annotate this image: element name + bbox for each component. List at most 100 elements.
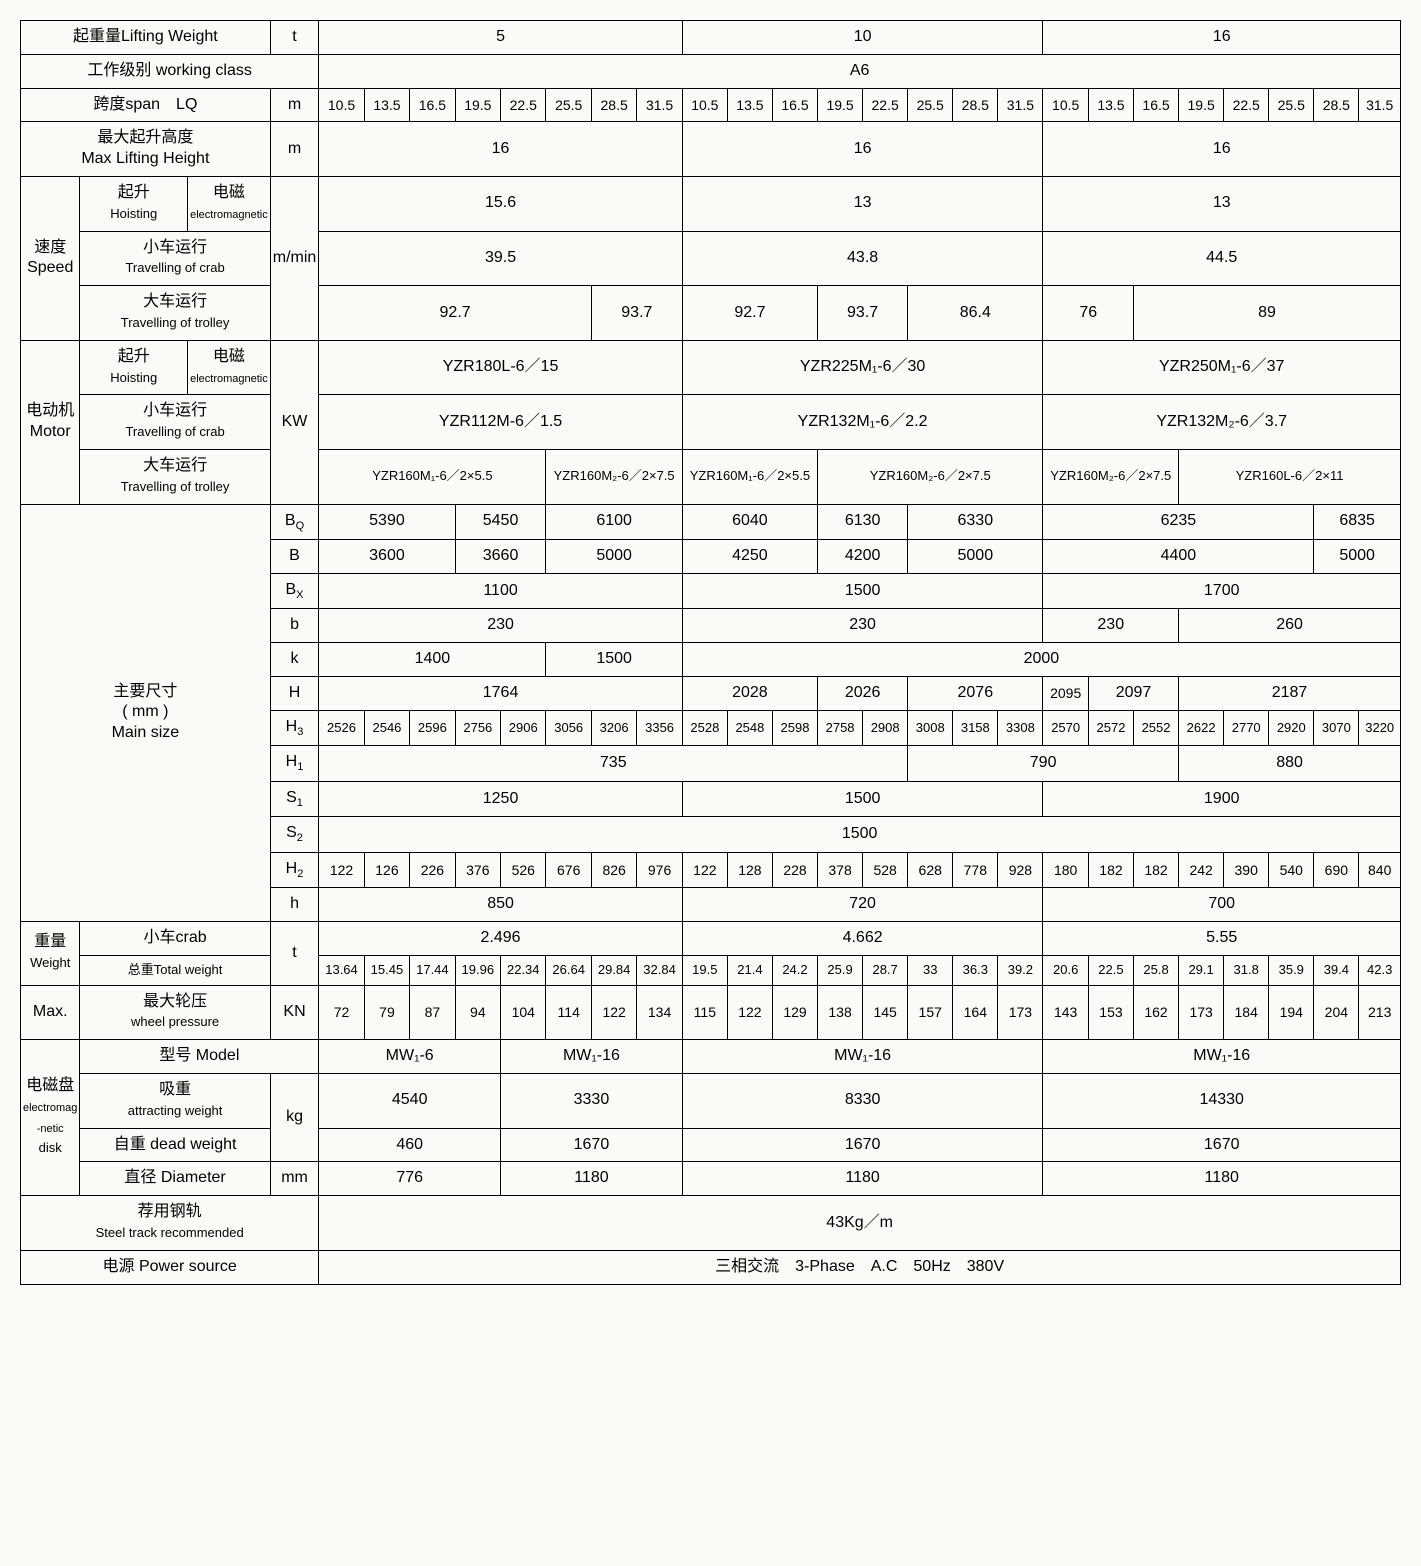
h3-11: 2758 (818, 710, 863, 745)
bq-2: 6100 (546, 504, 682, 539)
h3-18: 2552 (1134, 710, 1179, 745)
span-18: 16.5 (1134, 88, 1179, 122)
crane-spec-table: 起重量Lifting Weight t 5 10 16 工作级别 working… (20, 20, 1401, 1285)
wh-1: 79 (364, 985, 409, 1040)
emdisk-cn: 电磁盘 (26, 1077, 74, 1094)
h2-9: 128 (727, 852, 772, 887)
wh-13: 157 (908, 985, 953, 1040)
h3-19: 2622 (1179, 710, 1224, 745)
mainsize-cn: 主要尺寸 (113, 683, 177, 700)
label-crab: 小车运行 Travelling of crab (80, 231, 270, 286)
maxlift-16: 16 (1043, 122, 1401, 177)
tot-1: 15.45 (364, 955, 409, 985)
track-en: Steel track recommended (96, 1225, 244, 1240)
dia-5b: 1180 (501, 1162, 683, 1196)
h1-a: 735 (319, 746, 908, 781)
b-4: 4200 (818, 540, 908, 574)
crabspeed-10: 43.8 (682, 231, 1043, 286)
mainsize-mm: ( mm ) (122, 703, 168, 720)
tot-7: 32.84 (637, 955, 682, 985)
unit-t: t (270, 21, 319, 55)
b-1: 3660 (455, 540, 546, 574)
label-main-size: 主要尺寸 ( mm ) Main size (21, 504, 271, 921)
label-speed: 速度 Speed (21, 176, 80, 340)
h3-3: 2756 (455, 710, 500, 745)
bq-3: 6040 (682, 504, 817, 539)
model-10: MW₁-16 (682, 1040, 1043, 1074)
crab-cn: 小车运行 (143, 239, 207, 256)
span-21: 25.5 (1269, 88, 1314, 122)
k-rest: 2000 (682, 643, 1400, 677)
s1-2: 1900 (1043, 781, 1401, 816)
attract-10: 8330 (682, 1074, 1043, 1129)
h2-1: 126 (364, 852, 409, 887)
s1-1: 1500 (682, 781, 1043, 816)
val-lw-5: 5 (319, 21, 683, 55)
h2-22: 690 (1314, 852, 1359, 887)
h3-21: 2920 (1269, 710, 1314, 745)
tot-13: 33 (908, 955, 953, 985)
attract-5b: 3330 (501, 1074, 683, 1129)
crabwt-0: 2.496 (319, 921, 683, 955)
maxlift-5: 16 (319, 122, 683, 177)
h3-sub: 3 (297, 726, 303, 738)
s2-val: 1500 (319, 817, 1401, 852)
h2-19: 242 (1179, 852, 1224, 887)
h2-h: H (286, 860, 298, 877)
span-12: 22.5 (863, 88, 908, 122)
tot-22: 39.4 (1314, 955, 1359, 985)
val-working-class: A6 (319, 54, 1401, 88)
track-val: 43Kg／m (319, 1196, 1401, 1251)
h2-10: 228 (772, 852, 817, 887)
bq-1: 5450 (455, 504, 546, 539)
attract-5a: 4540 (319, 1074, 501, 1129)
tot-3: 19.96 (455, 955, 500, 985)
sym-bq: BQ (270, 504, 319, 539)
tot-16: 20.6 (1043, 955, 1089, 985)
span-7: 31.5 (637, 88, 682, 122)
max-lift-cn: 最大起升高度 (97, 129, 193, 146)
label-weight: 重量 Weight (21, 921, 80, 985)
crab-en: Travelling of crab (125, 260, 224, 275)
hlow-0: 850 (319, 888, 683, 922)
wh-20: 184 (1224, 985, 1269, 1040)
h2-21: 540 (1269, 852, 1314, 887)
hcap-10b: 2026 (818, 676, 908, 710)
motortrolley-16b: YZR160L-6／2×11 (1179, 449, 1401, 504)
h3-h: H (286, 718, 298, 735)
em-cn: 电磁 (213, 184, 245, 201)
emdisk-en1: electromag (23, 1102, 77, 1114)
h3-13: 3008 (908, 710, 953, 745)
h3-10: 2598 (772, 710, 817, 745)
tot-15: 39.2 (998, 955, 1043, 985)
mtrolley-cn: 大车运行 (143, 457, 207, 474)
h2-12: 528 (863, 852, 908, 887)
bq-sub: Q (296, 520, 305, 532)
span-20: 22.5 (1224, 88, 1269, 122)
speed-cn: 速度 (34, 239, 66, 256)
wh-3: 94 (455, 985, 500, 1040)
b-7: 5000 (1314, 540, 1401, 574)
label-motor-crab: 小车运行 Travelling of crab (80, 395, 270, 450)
h2-5: 676 (546, 852, 591, 887)
tot-19: 29.1 (1179, 955, 1224, 985)
tot-0: 13.64 (319, 955, 364, 985)
emdisk-en2: -netic (37, 1123, 64, 1135)
span-11: 19.5 (818, 88, 863, 122)
label-trolley: 大车运行 Travelling of trolley (80, 286, 270, 341)
wh-15: 173 (998, 985, 1043, 1040)
label-em: 电磁 electromagnetic (188, 176, 271, 231)
span-22: 28.5 (1314, 88, 1359, 122)
bx-b: B (286, 581, 297, 598)
bb-5: 230 (319, 609, 683, 643)
weight-cn: 重量 (34, 933, 66, 950)
h2-4: 526 (501, 852, 546, 887)
wh-10: 129 (772, 985, 817, 1040)
motorhoist-5: YZR180L-6／15 (319, 340, 683, 395)
sym-hcap: H (270, 676, 319, 710)
span-23: 31.5 (1359, 88, 1401, 122)
tot-23: 42.3 (1359, 955, 1401, 985)
bx-1: 1500 (682, 573, 1043, 608)
label-hoisting: 起升 Hoisting (80, 176, 188, 231)
unit-t2: t (270, 921, 319, 985)
